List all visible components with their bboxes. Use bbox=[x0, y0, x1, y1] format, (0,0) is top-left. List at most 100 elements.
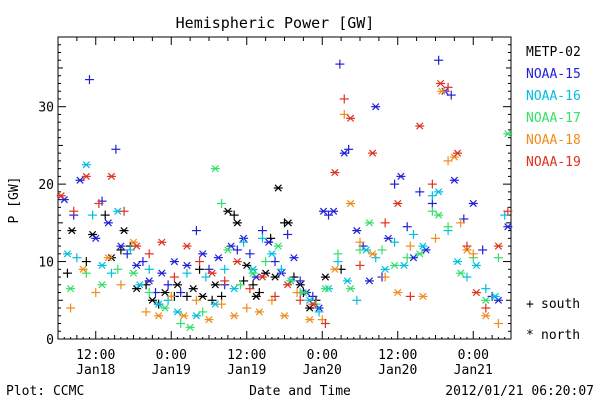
data-point bbox=[106, 172, 116, 181]
data-point bbox=[88, 230, 98, 239]
star-mark-d2 bbox=[107, 172, 116, 181]
star-mark-d2 bbox=[170, 257, 179, 266]
data-point bbox=[405, 241, 415, 251]
data-point bbox=[493, 296, 503, 304]
data-point bbox=[415, 250, 425, 258]
data-point bbox=[468, 249, 478, 259]
star-mark-d2 bbox=[306, 296, 314, 304]
star-mark-d2 bbox=[133, 242, 141, 250]
star-mark-d2 bbox=[161, 288, 169, 297]
data-point bbox=[56, 192, 66, 200]
footer-timestamp: 2012/01/21 06:20:07 bbox=[445, 384, 594, 399]
star-mark-d2 bbox=[419, 292, 427, 301]
star-mark-d2 bbox=[158, 269, 166, 277]
data-point bbox=[254, 308, 264, 316]
data-point bbox=[437, 87, 447, 95]
data-point bbox=[456, 218, 466, 228]
data-point bbox=[324, 210, 334, 220]
data-point bbox=[478, 245, 488, 255]
data-point bbox=[339, 149, 349, 157]
data-point bbox=[427, 191, 437, 201]
data-point bbox=[204, 264, 214, 274]
star-mark-d2 bbox=[435, 188, 443, 196]
star-mark-d2 bbox=[353, 226, 361, 235]
data-point bbox=[371, 253, 381, 263]
star-mark-d2 bbox=[79, 265, 87, 273]
data-point bbox=[280, 312, 289, 320]
y-axis-label: P [GW] bbox=[7, 177, 22, 224]
star-mark-d2 bbox=[329, 207, 338, 215]
data-point bbox=[314, 307, 324, 317]
data-point bbox=[267, 250, 277, 258]
data-point bbox=[266, 233, 276, 243]
data-point bbox=[346, 285, 356, 293]
star-mark-d2 bbox=[268, 250, 276, 258]
star-mark-d2 bbox=[224, 246, 232, 254]
star-mark-d2 bbox=[66, 285, 75, 293]
data-point bbox=[330, 265, 340, 273]
star-mark-d2 bbox=[92, 234, 100, 242]
data-point bbox=[402, 253, 412, 263]
star-mark-d2 bbox=[469, 199, 477, 208]
star-mark-d2 bbox=[183, 242, 191, 250]
data-point bbox=[399, 261, 409, 270]
star-mark-d2 bbox=[211, 165, 219, 173]
star-mark-d2 bbox=[208, 269, 216, 277]
data-point bbox=[248, 265, 258, 273]
data-point bbox=[383, 234, 393, 242]
star-mark-d2 bbox=[397, 172, 405, 181]
data-point bbox=[220, 264, 230, 274]
data-point bbox=[320, 273, 330, 281]
star-mark-d2 bbox=[274, 242, 282, 250]
star-mark-d2 bbox=[255, 308, 263, 316]
data-point bbox=[204, 316, 214, 324]
data-point bbox=[427, 179, 437, 189]
data-point bbox=[160, 288, 170, 297]
data-point bbox=[173, 281, 183, 289]
star-mark-d2 bbox=[416, 250, 424, 258]
legend-entry: NOAA-17 bbox=[526, 111, 581, 126]
data-point bbox=[270, 273, 280, 281]
y-tick-label: 30 bbox=[38, 101, 54, 116]
data-point bbox=[344, 144, 354, 154]
star-mark-d2 bbox=[438, 87, 446, 95]
star-mark-d2 bbox=[453, 257, 462, 266]
data-point bbox=[207, 295, 217, 305]
data-point bbox=[431, 233, 440, 243]
x-tick-date-label: Jan20 bbox=[303, 363, 342, 378]
data-point bbox=[147, 296, 157, 304]
x-tick-time-label: 12:00 bbox=[76, 348, 115, 363]
star-mark-d2 bbox=[88, 230, 97, 239]
data-point bbox=[368, 149, 378, 157]
data-point bbox=[335, 59, 345, 69]
star-mark-d2 bbox=[114, 207, 122, 215]
data-point bbox=[273, 184, 283, 192]
data-point bbox=[232, 219, 242, 227]
star-mark-d2 bbox=[158, 238, 166, 246]
star-mark-d2 bbox=[155, 312, 163, 320]
star-mark-d2 bbox=[457, 269, 465, 277]
data-point bbox=[295, 276, 305, 286]
star-mark-d2 bbox=[155, 300, 163, 308]
data-point bbox=[176, 319, 186, 329]
star-mark-d2 bbox=[365, 277, 374, 285]
data-point bbox=[245, 284, 255, 294]
star-mark-d2 bbox=[199, 292, 207, 301]
data-point bbox=[364, 277, 374, 285]
data-point bbox=[390, 261, 400, 270]
data-point bbox=[103, 254, 113, 262]
x-axis-label: Date and Time bbox=[249, 384, 351, 399]
star-mark-d2 bbox=[362, 246, 370, 254]
star-mark-d2 bbox=[271, 273, 279, 281]
data-point bbox=[380, 272, 390, 282]
star-mark-d2 bbox=[504, 130, 512, 138]
x-tick-date-label: Jan19 bbox=[227, 363, 266, 378]
data-point bbox=[295, 295, 305, 305]
star-mark-d2 bbox=[117, 242, 125, 250]
data-point bbox=[223, 207, 233, 215]
data-point bbox=[166, 291, 176, 301]
star-mark-d2 bbox=[173, 281, 182, 289]
x-tick-time-label: 0:00 bbox=[458, 348, 489, 363]
star-mark-d2 bbox=[472, 288, 481, 297]
data-point bbox=[138, 257, 148, 267]
